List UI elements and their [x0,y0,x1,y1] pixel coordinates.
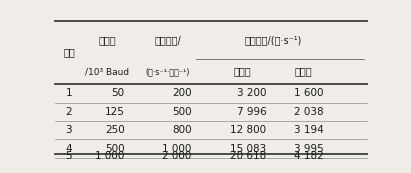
Text: 12 800: 12 800 [230,125,266,135]
Text: 4: 4 [66,144,72,154]
Text: 3 200: 3 200 [237,88,266,98]
Text: 优化前: 优化前 [234,67,251,76]
Text: 板号: 板号 [63,47,75,57]
Text: 1 000: 1 000 [162,144,192,154]
Text: 250: 250 [105,125,125,135]
Text: (帧·s⁻¹·通道⁻¹): (帧·s⁻¹·通道⁻¹) [145,67,190,76]
Text: /10³ Baud: /10³ Baud [85,67,129,76]
Text: 15 083: 15 083 [230,144,266,154]
Text: 5: 5 [66,151,72,161]
Text: 3 194: 3 194 [294,125,324,135]
Text: 800: 800 [172,125,192,135]
Text: 7 996: 7 996 [237,107,266,117]
Text: 1 000: 1 000 [95,151,125,161]
Text: 优化后: 优化后 [294,67,312,76]
Text: 50: 50 [111,88,125,98]
Text: 传输速度/: 传输速度/ [154,35,181,45]
Text: 500: 500 [105,144,125,154]
Text: 2: 2 [66,107,72,117]
Text: 500: 500 [172,107,192,117]
Text: 中断频率/(次·s⁻¹): 中断频率/(次·s⁻¹) [244,35,301,45]
Text: 1 600: 1 600 [294,88,324,98]
Text: 4 182: 4 182 [294,151,324,161]
Text: 1: 1 [66,88,72,98]
Text: 波特率: 波特率 [98,35,116,45]
Text: 200: 200 [172,88,192,98]
Text: 125: 125 [105,107,125,117]
Text: 3: 3 [66,125,72,135]
Text: 3 995: 3 995 [294,144,324,154]
Text: 2 000: 2 000 [162,151,192,161]
Text: 20 618: 20 618 [230,151,266,161]
Text: 2 038: 2 038 [294,107,324,117]
